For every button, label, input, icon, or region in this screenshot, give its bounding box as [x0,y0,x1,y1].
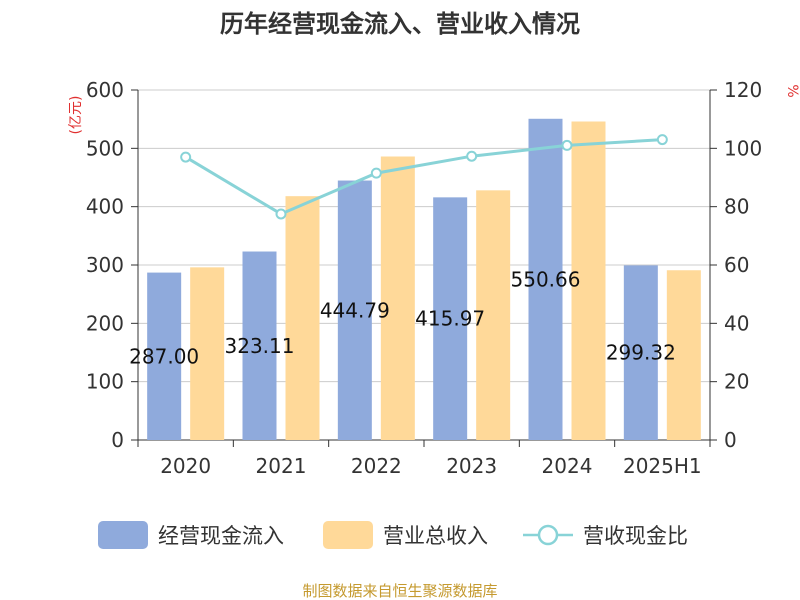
ratio-line-path [184,138,663,216]
x-tick-label: 2024 [542,454,593,478]
ratio-point [180,151,192,163]
bar-cash-inflow [433,197,468,440]
data-label-cash-inflow: 550.66 [511,267,581,291]
bar-revenue [190,267,225,440]
legend-swatch [323,521,373,549]
ratio-point [370,167,382,179]
axes: 0 100 200 300 400 500 600 0 20 40 60 80 100 120 2020 20… [86,78,762,478]
y-left-tick-label: 200 [86,311,124,335]
bar-cash-inflow [528,118,563,440]
y-left-tick-label: 600 [86,78,124,102]
y-axis-left-unit: (亿元) [68,96,84,135]
bar-revenue [380,156,415,440]
y-left-tick-label: 0 [111,428,124,452]
legend-swatch [98,521,148,549]
ratio-point [466,150,478,162]
x-tick-label: 2025H1 [623,454,702,478]
ratio-point [561,139,573,151]
legend-line-marker [537,524,559,546]
bar-cash-inflow [242,251,277,440]
bar-cash-inflow [337,180,372,440]
y-right-tick-label: 60 [724,253,749,277]
y-right-tick-label: 20 [724,370,749,394]
bar-revenue [476,190,511,440]
bars [147,118,701,440]
data-label-cash-inflow: 444.79 [320,298,390,322]
data-label-cash-inflow: 299.32 [606,341,676,365]
bar-cash-inflow [147,272,182,440]
y-right-tick-label: 80 [724,195,749,219]
y-left-tick-label: 100 [86,370,124,394]
x-tick-label: 2023 [446,454,497,478]
legend-label: 营业总收入 [383,524,488,548]
legend-label: 经营现金流入 [158,524,284,548]
ratio-point [275,208,287,220]
data-label-cash-inflow: 287.00 [129,344,199,368]
chart-title: 历年经营现金流入、营业收入情况 [220,10,580,38]
grid-lines [138,89,710,383]
x-tick-label: 2022 [351,454,402,478]
x-tick-label: 2020 [160,454,211,478]
y-right-tick-label: 100 [724,136,762,160]
ratio-point [656,134,668,146]
bar-revenue [571,121,606,440]
bar-revenue [285,196,320,440]
data-label-cash-inflow: 415.97 [415,307,485,331]
source-note: 制图数据来自恒生聚源数据库 [302,582,497,600]
y-right-tick-label: 0 [724,428,737,452]
legend: 经营现金流入 营业总收入 营收现金比 [98,521,688,549]
legend-label: 营收现金比 [583,524,688,548]
ratio-line [180,134,668,220]
y-right-tick-label: 40 [724,311,749,335]
y-right-tick-label: 120 [724,78,762,102]
y-left-tick-label: 300 [86,253,124,277]
data-label-cash-inflow: 323.11 [225,334,295,358]
y-axis-right-unit: % [784,84,800,97]
x-tick-label: 2021 [256,454,307,478]
bar-cash-inflow [623,265,658,440]
y-left-tick-label: 500 [86,136,124,160]
data-labels: 287.00 323.11 444.79 415.97 550.66 299.32 [129,267,676,368]
y-left-tick-label: 400 [86,195,124,219]
bar-revenue [666,270,701,440]
